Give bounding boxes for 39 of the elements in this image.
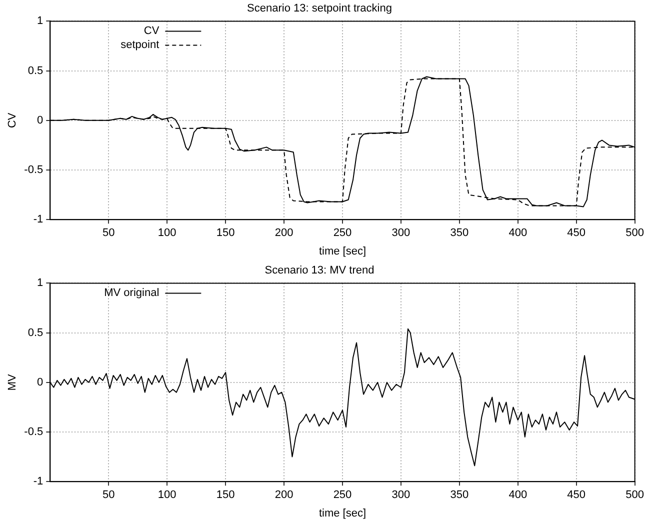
- y-tick-label: -0.5: [24, 426, 44, 438]
- x-tick-label: 350: [450, 227, 469, 240]
- x-tick-label: 500: [626, 489, 644, 502]
- x-tick-label: 200: [274, 227, 294, 240]
- y-tick-label: -1: [33, 214, 44, 226]
- x-axis-title: time [sec]: [318, 507, 366, 520]
- x-tick-label: 450: [567, 489, 586, 502]
- y-axis-title: CV: [6, 112, 19, 128]
- x-tick-label: 200: [274, 489, 294, 502]
- x-axis-title: time [sec]: [318, 245, 366, 258]
- y-tick-label: 0: [37, 376, 44, 388]
- x-tick-label: 400: [508, 489, 528, 502]
- x-tick-label: 300: [392, 489, 410, 502]
- x-tick-label: 150: [216, 489, 235, 502]
- x-tick-label: 250: [333, 227, 352, 240]
- legend-label: setpoint: [120, 39, 160, 52]
- y-tick-label: -0.5: [24, 164, 44, 176]
- x-tick-label: 300: [392, 227, 410, 240]
- chart-title: Scenario 13: MV trend: [264, 264, 374, 277]
- y-tick-label: -1: [33, 476, 44, 488]
- legend-label: CV: [144, 25, 160, 38]
- x-tick-label: 250: [333, 489, 352, 502]
- x-tick-label: 500: [626, 227, 644, 240]
- chart-title: Scenario 13: setpoint tracking: [247, 2, 392, 15]
- x-tick-label: 450: [567, 227, 586, 240]
- y-tick-label: 0.5: [28, 326, 44, 339]
- legend-label: MV original: [104, 287, 160, 300]
- y-tick-label: 0: [37, 114, 44, 126]
- x-tick-label: 150: [216, 227, 235, 240]
- x-tick-label: 50: [102, 227, 115, 240]
- x-tick-label: 350: [450, 489, 469, 502]
- x-tick-label: 50: [102, 489, 115, 502]
- y-tick-label: 1: [37, 277, 44, 290]
- x-tick-label: 400: [508, 227, 528, 240]
- y-tick-label: 1: [37, 15, 44, 28]
- y-tick-label: 0.5: [28, 64, 44, 77]
- x-tick-label: 100: [158, 227, 176, 240]
- x-tick-label: 100: [158, 489, 176, 502]
- y-axis-title: MV: [6, 373, 19, 391]
